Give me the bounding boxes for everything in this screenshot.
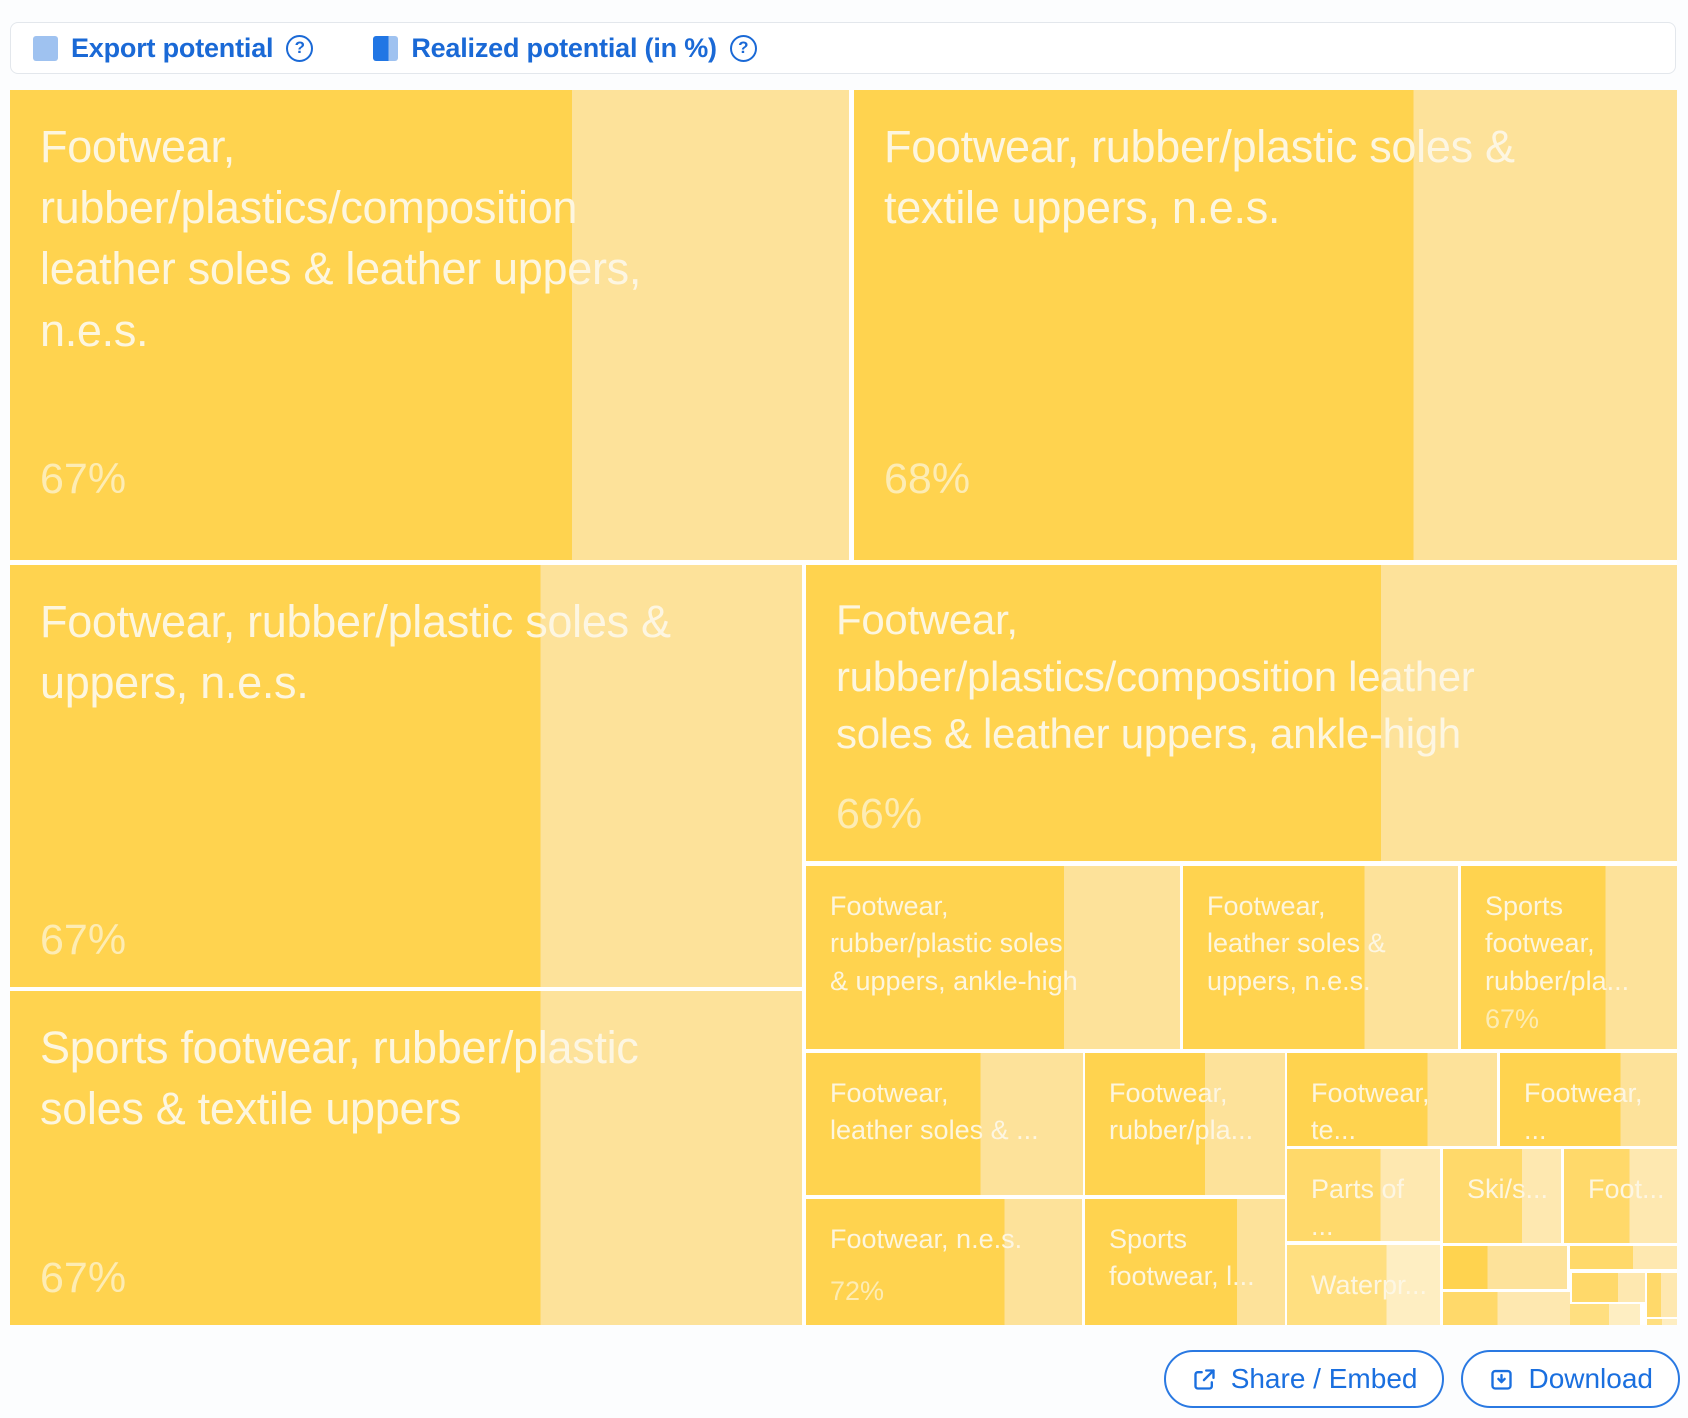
cell-title: Footwear, n.e.s.	[830, 1224, 1023, 1254]
cell-title: Ski/s...	[1467, 1174, 1549, 1204]
treemap-cell-waterpr-trunc[interactable]: Waterpr...	[1287, 1245, 1440, 1325]
cell-percent: 72%	[830, 1276, 885, 1306]
cell-title: Footwear, rubber/plastic soles & textile …	[884, 121, 1515, 234]
share-icon	[1191, 1366, 1218, 1393]
cell-title: Footwear, te...	[1311, 1078, 1430, 1146]
cell-percent: 67%	[40, 1254, 127, 1302]
treemap-cell-tiny-1[interactable]	[1443, 1246, 1567, 1289]
legend-bar: Export potential ? Realized potential (i…	[10, 22, 1676, 74]
treemap-cell-foot-trunc[interactable]: Foot...	[1564, 1149, 1677, 1243]
treemap-cell-footwear-leather-soles-trunc[interactable]: Footwear, leather soles & ...	[806, 1053, 1083, 1195]
cell-title: Footwear, rubber/plastic soles & uppers, …	[40, 596, 671, 709]
treemap-cell-footwear-rubber-plastic-ankle-high[interactable]: Footwear, rubber/plastic soles & uppers, a…	[806, 866, 1180, 1049]
share-embed-label: Share / Embed	[1230, 1363, 1418, 1394]
legend-item-realized-potential: Realized potential (in %) ?	[373, 33, 757, 64]
cell-title: Waterpr...	[1311, 1270, 1428, 1300]
treemap-cell-footwear-te-trunc[interactable]: Footwear, te...	[1287, 1053, 1497, 1146]
treemap-cell-footwear-nes[interactable]: Footwear, n.e.s. 72%	[806, 1199, 1082, 1325]
cell-title: Footwear, leather soles & ...	[830, 1078, 1039, 1146]
cell-title: Footwear, rubber/plastics/composition leat…	[40, 121, 642, 356]
legend-label-realized-potential: Realized potential (in %)	[411, 32, 717, 63]
treemap-cell-sports-footwear-rubber-pla[interactable]: Sports footwear, rubber/pla... 67%	[1461, 866, 1677, 1049]
cell-title: Footwear, ...	[1524, 1078, 1643, 1146]
treemap-cell-footwear-leather-soles-uppers-nes[interactable]: Footwear, leather soles & uppers, n.e.s.	[1183, 866, 1458, 1049]
cell-title: Footwear, rubber/plastics/composition lea…	[836, 596, 1475, 758]
treemap-cell-tiny-3[interactable]	[1572, 1273, 1645, 1302]
treemap-cell-footwear-rubber-plastics-composition-leather-nes[interactable]: Footwear, rubber/plastics/composition leat…	[10, 90, 849, 560]
cell-title: Footwear, leather soles & uppers, n.e.s.	[1207, 891, 1386, 996]
treemap-cell-footwear-rubber-plastic-soles-uppers-nes[interactable]: Footwear, rubber/plastic soles & uppers, …	[10, 565, 802, 987]
realized-potential-help-icon[interactable]: ?	[729, 34, 757, 62]
realized-potential-swatch-icon	[373, 35, 399, 61]
treemap-cell-tiny-6[interactable]	[1570, 1304, 1640, 1325]
cell-percent: 67%	[1485, 1003, 1540, 1034]
legend-label-export-potential: Export potential	[71, 32, 274, 63]
treemap-cell-tiny-2[interactable]	[1570, 1246, 1677, 1269]
cell-percent: 66%	[836, 790, 923, 838]
export-potential-swatch-icon	[33, 35, 58, 61]
download-button[interactable]: Download	[1461, 1350, 1680, 1408]
treemap-cell-footwear-rubber-pla-trunc[interactable]: Footwear, rubber/pla...	[1085, 1053, 1285, 1195]
cell-percent: 67%	[40, 916, 127, 964]
treemap-cell-footwear-rubber-plastic-soles-textile-uppers-nes[interactable]: Footwear, rubber/plastic soles & textile …	[854, 90, 1677, 560]
cell-title: Sports footwear, rubber/plastic soles & t…	[40, 1022, 639, 1135]
cell-title: Foot...	[1588, 1174, 1665, 1204]
treemap: Footwear, rubber/plastics/composition leat…	[10, 90, 1677, 1325]
legend-item-export-potential: Export potential ?	[33, 32, 314, 64]
cell-percent: 68%	[884, 455, 971, 503]
treemap-cell-tiny-5[interactable]	[1443, 1292, 1570, 1325]
footer-actions: Share / Embed Download	[1163, 1350, 1680, 1408]
cell-percent: 67%	[40, 455, 127, 503]
treemap-cell-footwear-composition-leather-ankle-high[interactable]: Footwear, rubber/plastics/composition lea…	[806, 565, 1677, 861]
download-icon	[1488, 1366, 1515, 1393]
treemap-cell-sports-footwear-l-trunc[interactable]: Sports footwear, l...	[1085, 1199, 1285, 1325]
export-potential-help-icon[interactable]: ?	[286, 34, 314, 62]
share-embed-button[interactable]: Share / Embed	[1163, 1350, 1445, 1408]
cell-title: Parts of ...	[1311, 1174, 1405, 1241]
treemap-cell-ski-s-trunc[interactable]: Ski/s...	[1443, 1149, 1561, 1243]
treemap-cell-tiny-7[interactable]	[1647, 1319, 1677, 1325]
treemap-cell-footwear-trunc[interactable]: Footwear, ...	[1500, 1053, 1677, 1146]
cell-title: Footwear, rubber/pla...	[1109, 1078, 1254, 1146]
cell-title: Sports footwear, l...	[1109, 1224, 1255, 1292]
download-label: Download	[1528, 1363, 1653, 1394]
treemap-cell-tiny-4[interactable]	[1647, 1273, 1677, 1317]
treemap-cell-sports-footwear-rubber-plastic-soles-textile-uppers[interactable]: Sports footwear, rubber/plastic soles & t…	[10, 991, 802, 1325]
cell-title: Sports footwear, rubber/pla...	[1485, 891, 1630, 996]
treemap-cell-parts-of-trunc[interactable]: Parts of ...	[1287, 1149, 1440, 1241]
cell-title: Footwear, rubber/plastic soles & uppers, a…	[830, 891, 1078, 996]
